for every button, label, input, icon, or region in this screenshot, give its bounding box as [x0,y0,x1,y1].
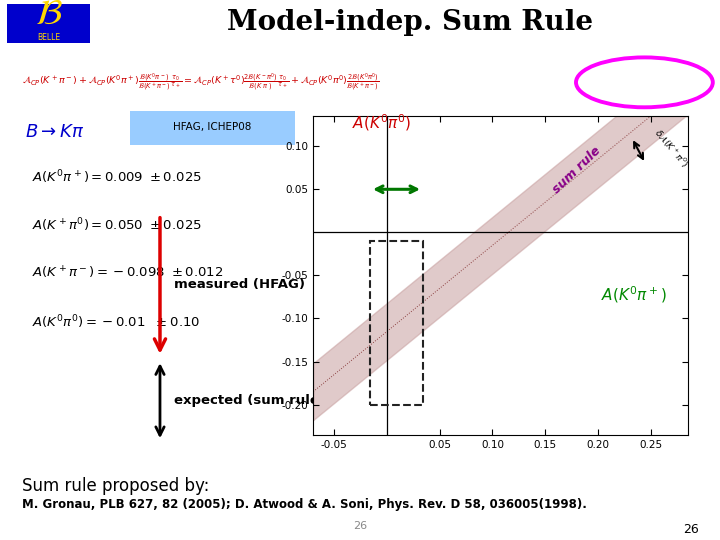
Text: Sum rule proposed by:: Sum rule proposed by: [22,477,209,495]
Text: HFAG, ICHEP08: HFAG, ICHEP08 [173,122,251,132]
Text: BELLE: BELLE [37,33,60,42]
Text: sum rule: sum rule [551,145,604,197]
Text: $\delta\mathcal{A}(K^+\pi^0)$: $\delta\mathcal{A}(K^+\pi^0)$ [651,126,690,170]
Text: $A(K^+\pi^0)=0.050\ \pm 0.025$: $A(K^+\pi^0)=0.050\ \pm 0.025$ [32,217,202,234]
Text: $B \rightarrow K\pi$: $B \rightarrow K\pi$ [25,123,85,141]
Text: $A(K^+\pi^-)=-0.098\ \pm 0.012$: $A(K^+\pi^-)=-0.098\ \pm 0.012$ [32,265,223,281]
Text: $A(K^0\pi^0)$: $A(K^0\pi^0)$ [352,113,411,133]
Text: measured (HFAG): measured (HFAG) [174,278,305,292]
Text: M. Gronau, PLB 627, 82 (2005); D. Atwood & A. Soni, Phys. Rev. D 58, 036005(1998: M. Gronau, PLB 627, 82 (2005); D. Atwood… [22,498,587,511]
Text: $A(K^0\pi^+)=0.009\ \pm 0.025$: $A(K^0\pi^+)=0.009\ \pm 0.025$ [32,168,202,186]
FancyBboxPatch shape [7,4,90,43]
FancyBboxPatch shape [130,110,294,145]
Text: $A(K^0\pi^0)=-0.01\ \ \pm 0.10$: $A(K^0\pi^0)=-0.01\ \ \pm 0.10$ [32,314,200,331]
Text: $\mathcal{B}$: $\mathcal{B}$ [35,0,63,31]
Text: 26: 26 [683,523,698,537]
Text: expected (sum rule): expected (sum rule) [174,394,325,407]
Text: 26: 26 [353,521,367,531]
Text: $A(K^0\pi^+)$: $A(K^0\pi^+)$ [601,284,667,305]
Bar [370,241,423,404]
Text: Model-indep. Sum Rule: Model-indep. Sum Rule [228,10,593,37]
Text: $\mathcal{A}_{CP}(K^+\pi^-) + \mathcal{A}_{CP}(K^0\pi^+)\frac{\mathcal{B}(K^0\pi: $\mathcal{A}_{CP}(K^+\pi^-) + \mathcal{A… [22,71,379,93]
